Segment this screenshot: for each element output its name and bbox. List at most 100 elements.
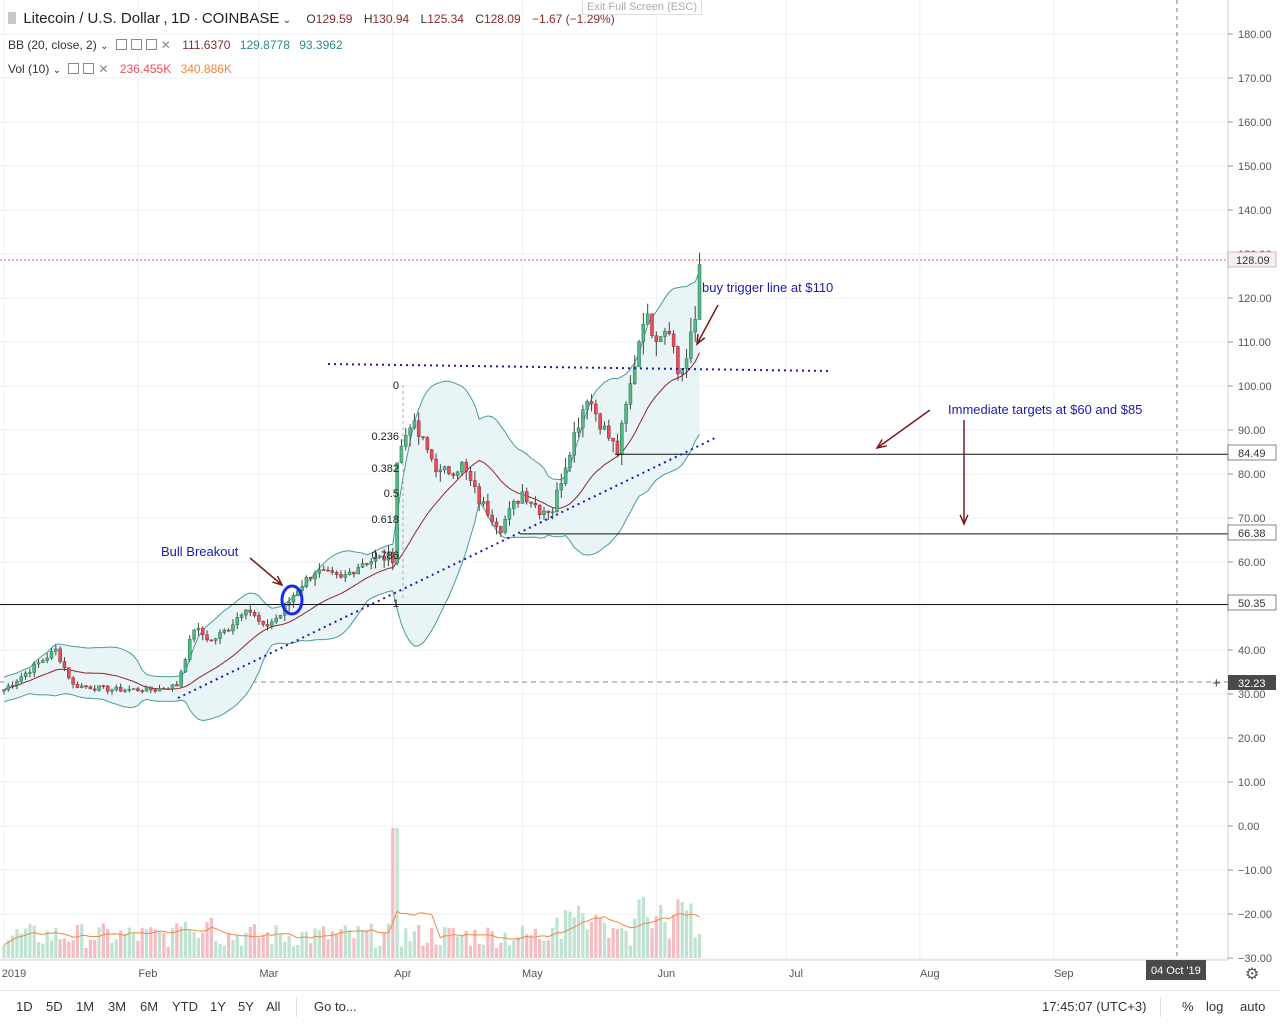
candle-body [693, 319, 697, 333]
time-axis[interactable]: 2019 Feb Mar Apr May Jun Jul Aug Sep [0, 959, 1228, 980]
eye-icon[interactable] [115, 39, 127, 50]
exchange-label[interactable]: COINBASE [201, 10, 280, 27]
candle-body [235, 617, 240, 625]
candle-body [313, 572, 317, 580]
volume-bar [697, 933, 702, 958]
volume-bar [209, 917, 213, 958]
collapse-icon[interactable] [8, 12, 16, 24]
candle-body [149, 686, 153, 691]
level-84-label: 84.49 [1238, 448, 1266, 460]
candle-body [559, 483, 564, 491]
candle-body [697, 264, 702, 320]
volume-bar [581, 912, 585, 958]
more-icon[interactable] [145, 39, 157, 50]
candle-body [80, 685, 84, 688]
range-ytd[interactable]: YTD [172, 999, 198, 1014]
candle-body [105, 685, 110, 692]
price-axis[interactable]: −30.00 −20.00 −10.00 0.00 10.00 20.00 30.00 40.… [1227, 0, 1272, 965]
candle-body [58, 648, 62, 662]
exit-fullscreen-button[interactable]: Exit Full Screen (ESC) [582, 0, 703, 15]
candle-body [114, 686, 119, 691]
range-1d[interactable]: 1D [16, 999, 33, 1014]
chevron-down-icon[interactable]: ⌄ [282, 15, 292, 26]
auto-toggle[interactable]: auto [1240, 999, 1266, 1014]
volume-bar [417, 925, 421, 958]
volume-bar [36, 942, 41, 958]
volume-bar [641, 896, 645, 958]
log-toggle[interactable]: log [1206, 999, 1224, 1014]
close-icon[interactable]: ✕ [160, 38, 171, 52]
candle-body [628, 383, 633, 405]
price-chart[interactable]: 0 0.236 0.382 0.5 0.618 0.786 1 −30.00 −20.00 −1… [0, 0, 1280, 990]
volume-bar [6, 939, 10, 958]
range-3m[interactable]: 3M [108, 999, 127, 1014]
bb-label[interactable]: BB (20, close, 2) [8, 38, 97, 52]
price-tick-label: −30.00 [1238, 953, 1272, 965]
price-tick-label: 150.00 [1238, 161, 1272, 173]
current-price-label: 128.09 [1236, 255, 1270, 267]
candle-body [667, 330, 672, 335]
settings-gear-icon[interactable]: ⚙ [1245, 966, 1259, 983]
settings-icon[interactable] [83, 63, 95, 74]
candle-body [602, 425, 607, 430]
clock-time[interactable]: 17:45:07 (UTC+3) [1042, 999, 1147, 1014]
candle-body [244, 609, 248, 616]
candle-body [373, 557, 378, 562]
range-all[interactable]: All [266, 999, 281, 1014]
volume-bar [149, 927, 153, 958]
candle-body [447, 466, 451, 475]
volume-bar [507, 945, 512, 958]
range-1y[interactable]: 1Y [210, 999, 226, 1014]
settings-icon[interactable] [130, 39, 142, 50]
percent-toggle[interactable]: % [1182, 999, 1194, 1014]
volume-bar [235, 935, 239, 958]
volume-bar [62, 938, 67, 958]
candle-body [641, 323, 646, 343]
candle-body [563, 467, 568, 484]
volume-bar [19, 933, 23, 958]
volume-bar [231, 939, 235, 958]
volume-bar [2, 944, 6, 958]
range-6m[interactable]: 6M [140, 999, 159, 1014]
candle-body [252, 612, 257, 616]
volume-bar [252, 924, 257, 958]
volume-bar [559, 938, 563, 958]
candle-body [572, 432, 576, 456]
price-tick-label: 140.00 [1238, 205, 1272, 217]
ohlc-close: C128.09 [475, 12, 521, 26]
volume-bar [659, 905, 663, 958]
candle-body [529, 501, 533, 504]
candle-body [382, 555, 386, 561]
interval-label[interactable]: 1D [170, 10, 191, 27]
volume-bar [365, 930, 369, 958]
candle-body [205, 634, 209, 641]
volume-bar [348, 929, 352, 958]
range-5d[interactable]: 5D [46, 999, 63, 1014]
price-tick-label: 80.00 [1238, 469, 1266, 481]
volume-bar [313, 928, 317, 958]
range-5y[interactable]: 5Y [238, 999, 254, 1014]
volume-bar [533, 928, 537, 958]
crosshair-date-box [1146, 960, 1206, 980]
price-tick-label: 120.00 [1238, 293, 1272, 305]
volume-bar [183, 921, 188, 958]
close-icon[interactable]: ✕ [98, 62, 109, 76]
candle-body [442, 466, 447, 471]
candle-body [438, 469, 443, 472]
candle-body [231, 624, 235, 632]
volume-bar [516, 937, 520, 958]
vol-label[interactable]: Vol (10) [8, 62, 50, 76]
chevron-down-icon[interactable]: ⌄ [100, 41, 109, 52]
symbol-title[interactable]: Litecoin / U.S. Dollar [23, 10, 161, 27]
range-1m[interactable]: 1M [76, 999, 95, 1014]
volume-bar [218, 943, 222, 958]
eye-icon[interactable] [68, 63, 80, 74]
candle-body [611, 437, 615, 442]
volume-bar [227, 933, 231, 958]
chevron-down-icon[interactable]: ⌄ [52, 65, 62, 76]
candle-body [416, 420, 421, 437]
crosshair-plus-icon[interactable]: + [1212, 675, 1221, 692]
goto-button[interactable]: Go to... [314, 999, 357, 1014]
candle-body [71, 677, 75, 685]
candle-body [49, 651, 54, 659]
